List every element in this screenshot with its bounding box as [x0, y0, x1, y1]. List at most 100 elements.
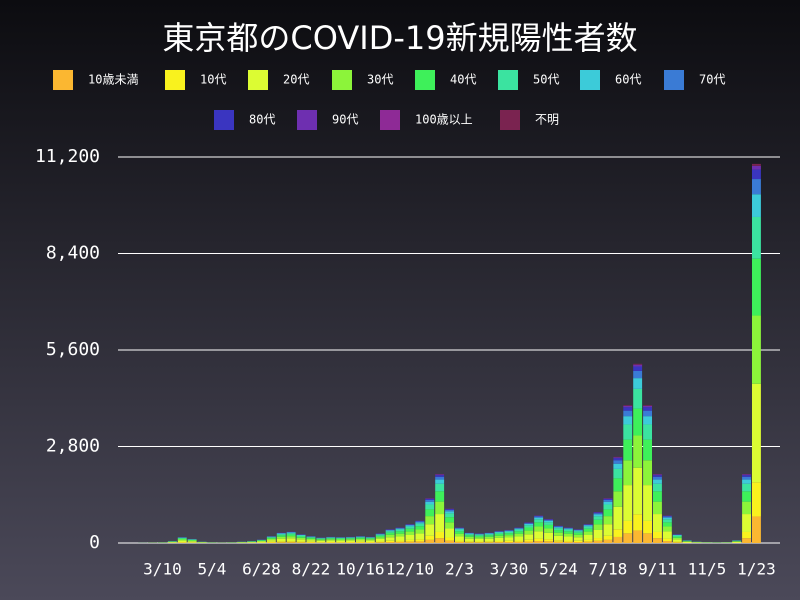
bar-segment	[365, 538, 375, 540]
bar-segment	[514, 528, 524, 530]
bar-segment	[435, 476, 445, 480]
x-tick-label: 3/30	[490, 560, 529, 579]
bar-segment	[613, 468, 623, 479]
bar-segment	[435, 474, 445, 476]
bar-segment	[752, 315, 761, 384]
bar-segment	[296, 535, 306, 536]
bar-segment	[286, 536, 296, 539]
bar-segment	[346, 539, 355, 541]
bar-segment	[286, 542, 296, 543]
bar-segment	[464, 541, 474, 543]
bar-segment	[266, 537, 276, 539]
bar-segment	[326, 538, 336, 540]
bar-segment	[613, 478, 623, 492]
bar-segment	[306, 540, 316, 542]
legend-label: 40代	[450, 73, 476, 87]
bar-segment	[494, 532, 504, 534]
bar-segment	[375, 534, 385, 535]
bar-segment	[435, 475, 445, 477]
bar-segment	[524, 523, 534, 524]
bar-segment	[643, 460, 652, 486]
bar-segment	[504, 537, 514, 541]
bar-segment	[524, 534, 534, 540]
bar-segment	[266, 541, 276, 543]
bar-segment	[356, 537, 365, 539]
y-tick-label: 5,600	[46, 339, 100, 360]
bar-segment	[385, 531, 395, 533]
bar-segment	[653, 491, 662, 502]
bar-segment	[247, 542, 256, 543]
bar-segment	[445, 517, 454, 523]
bar-segment	[336, 539, 346, 541]
bar-segment	[662, 522, 672, 527]
bar-segment	[435, 514, 445, 532]
bar-segment	[405, 528, 415, 532]
bar-segment	[554, 540, 563, 542]
bar-segment	[415, 521, 425, 523]
bar-segment	[435, 483, 445, 492]
legend-swatch	[500, 110, 520, 130]
bar-segment	[623, 407, 633, 411]
bar-segment	[643, 520, 652, 534]
bar-segment	[326, 537, 336, 539]
bar-segment	[534, 531, 544, 539]
bar-segment	[435, 538, 445, 543]
bar-segment	[662, 526, 672, 532]
bar-segment	[643, 405, 652, 406]
bar-segment	[474, 541, 484, 543]
bar-segment	[346, 540, 355, 543]
bar-segment	[613, 463, 623, 469]
bar-segment	[662, 519, 672, 523]
bar-segment	[514, 541, 524, 543]
bar-segment	[395, 529, 405, 532]
bar-segment	[583, 541, 593, 543]
bar-segment	[395, 531, 405, 534]
bar-segment	[742, 483, 751, 492]
bar-segment	[365, 539, 375, 541]
bar-segment	[613, 460, 623, 464]
bar-segment	[504, 533, 514, 536]
bar-segment	[276, 533, 286, 535]
legend-swatch	[214, 110, 234, 130]
bar-segment	[534, 517, 544, 520]
bar-segment	[415, 520, 425, 522]
legend-label: 70代	[699, 73, 725, 87]
bar-segment	[563, 529, 573, 532]
bar-segment	[405, 531, 415, 536]
bar-segment	[554, 527, 563, 529]
bar-segment	[365, 540, 375, 543]
legend-label: 50代	[533, 73, 559, 87]
bar-segment	[346, 542, 355, 543]
bar-segment	[563, 540, 573, 542]
bar-segment	[643, 439, 652, 461]
bar-segment	[623, 460, 633, 486]
bar-segment	[752, 383, 761, 483]
legend-swatch	[415, 70, 435, 90]
bar-segment	[623, 405, 633, 406]
bar-segment	[494, 533, 504, 536]
bar-segment	[336, 540, 346, 543]
bar-segment	[623, 485, 633, 521]
bar-segment	[603, 516, 613, 525]
bar-segment	[296, 542, 306, 543]
bar-segment	[474, 535, 484, 538]
bar-segment	[306, 538, 316, 541]
legend-swatch	[380, 110, 400, 130]
bar-segment	[633, 364, 643, 367]
bar-segment	[484, 541, 494, 543]
bar-segment	[257, 540, 266, 542]
bar-segment	[563, 541, 573, 543]
bar-segment	[395, 541, 405, 543]
bar-segment	[484, 538, 494, 542]
bar-segment	[544, 541, 553, 543]
bar-segment	[573, 534, 583, 538]
bar-segment	[583, 525, 593, 527]
bar-segment	[276, 538, 286, 542]
legend-label: 10歳未満	[88, 73, 138, 87]
bar-segment	[662, 531, 672, 539]
bar-segment	[415, 529, 425, 534]
bar-segment	[583, 531, 593, 536]
bar-segment	[662, 538, 672, 542]
bar-segment	[563, 528, 573, 530]
bar-segment	[623, 424, 633, 440]
